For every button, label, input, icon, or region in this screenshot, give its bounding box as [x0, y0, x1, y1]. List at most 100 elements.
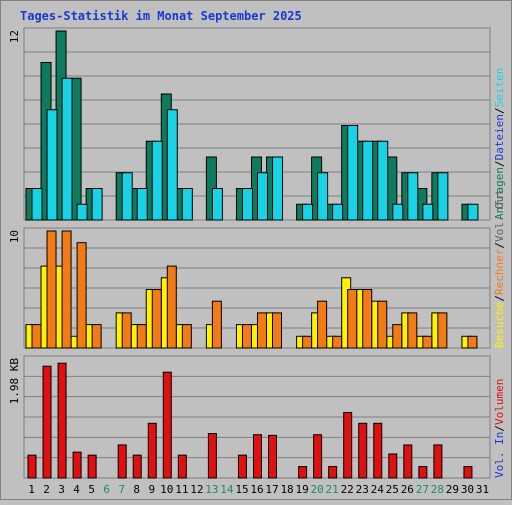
legend-volume: Vol. In/Volumen: [493, 379, 506, 478]
panel-hits: 12: [8, 27, 491, 221]
legend-item-anfragen: Anfragen: [493, 167, 506, 220]
bar-rechner-day-17: [272, 312, 283, 349]
bar-volumen-day-2: [42, 365, 52, 479]
y-tick-label: 1.98 KB: [8, 358, 21, 405]
x-tick-label-day-22: 22: [341, 483, 354, 496]
bar-seiten-day-21: [332, 203, 344, 221]
legend-separator: /: [493, 242, 506, 249]
legend-item-vol-out: Vol. Out: [493, 189, 506, 242]
legend-separator: /: [493, 107, 506, 114]
x-tick-label-day-4: 4: [73, 483, 80, 496]
bar-rechner-day-4: [76, 242, 87, 349]
bar-volumen-day-3: [57, 362, 67, 479]
bar-seiten-day-27: [422, 203, 434, 221]
bar-volumen-day-20: [313, 434, 323, 479]
legend-visits: Besuche/Rechner/Vol. Out: [493, 189, 506, 348]
legend-item-dateien: Dateien: [493, 114, 506, 160]
x-tick-label-day-20: 20: [311, 483, 324, 496]
bar-volumen-day-19: [298, 466, 308, 479]
bar-rechner-day-27: [422, 335, 433, 349]
bar-rechner-day-15: [241, 324, 252, 349]
bar-seiten-day-17: [272, 156, 284, 221]
x-tick-label-day-13: 13: [205, 483, 218, 496]
x-tick-label-day-30: 30: [461, 483, 474, 496]
bar-seiten-day-10: [166, 109, 178, 221]
bar-rechner-day-7: [121, 312, 132, 349]
x-tick-label-day-7: 7: [118, 483, 125, 496]
bar-seiten-day-16: [256, 172, 268, 221]
bar-rechner-day-23: [362, 289, 373, 349]
bar-volumen-day-10: [162, 371, 172, 479]
bar-volumen-day-24: [373, 422, 383, 479]
bar-volumen-day-9: [147, 422, 157, 479]
bar-rechner-day-20: [317, 300, 328, 349]
bar-volumen-day-16: [252, 434, 262, 479]
x-tick-label-day-24: 24: [371, 483, 385, 496]
bar-rechner-day-26: [407, 312, 418, 349]
bar-volumen-day-17: [268, 434, 278, 479]
x-tick-label-day-18: 18: [280, 483, 293, 496]
bar-seiten-day-8: [136, 188, 148, 221]
x-tick-label-day-23: 23: [356, 483, 369, 496]
bar-rechner-day-10: [166, 265, 177, 349]
bar-volumen-day-21: [328, 466, 338, 479]
x-tick-label-day-1: 1: [28, 483, 35, 496]
chart-title: Tages-Statistik im Monat September 2025: [20, 9, 302, 23]
bar-rechner-day-25: [392, 324, 403, 349]
x-tick-label-day-25: 25: [386, 483, 399, 496]
bar-seiten-day-30: [467, 203, 479, 221]
bar-seiten-day-24: [377, 140, 389, 221]
bar-rechner-day-8: [136, 324, 147, 349]
x-tick-label-day-12: 12: [190, 483, 203, 496]
bar-volumen-day-1: [27, 454, 37, 479]
bar-rechner-day-22: [347, 289, 358, 349]
legend-separator: /: [493, 295, 506, 302]
bar-volumen-day-4: [72, 451, 82, 479]
bar-seiten-day-7: [121, 172, 133, 221]
x-tick-label-day-29: 29: [446, 483, 459, 496]
y-tick-label: 12: [8, 30, 21, 43]
legend-item-rechner: Rechner: [493, 248, 506, 295]
legend-hits: Anfragen/Dateien/Seiten: [493, 68, 506, 220]
x-tick-label-day-6: 6: [103, 483, 110, 496]
x-tick-label-day-3: 3: [58, 483, 65, 496]
bar-rechner-day-19: [302, 335, 313, 349]
bar-seiten-day-15: [241, 188, 253, 221]
bar-volumen-day-15: [237, 454, 247, 479]
bar-seiten-day-23: [362, 140, 374, 221]
chart-panels: 12 10 1.98 KB: [8, 27, 491, 479]
bar-volumen-day-5: [87, 454, 97, 479]
bar-volumen-day-27: [418, 466, 428, 479]
bar-seiten-day-19: [302, 203, 314, 221]
bar-volumen-day-8: [132, 454, 142, 479]
x-tick-label-day-26: 26: [401, 483, 414, 496]
panel-visits: 10: [8, 227, 491, 349]
bar-rechner-day-3: [61, 230, 72, 349]
bar-rechner-day-1: [31, 324, 42, 349]
bar-seiten-day-4: [76, 203, 88, 221]
x-tick-label-day-15: 15: [235, 483, 248, 496]
bar-seiten-day-5: [91, 188, 103, 221]
bar-seiten-day-11: [181, 188, 193, 221]
bar-seiten-day-9: [151, 140, 163, 221]
x-tick-label-day-31: 31: [476, 483, 489, 496]
bar-seiten-day-1: [31, 188, 43, 221]
bar-rechner-day-28: [437, 312, 448, 349]
bar-rechner-day-21: [332, 335, 343, 349]
x-axis-labels: 1 2 3 4 5 6 7 8 9 10 11 12 13 14 15 16 17 18 19 20 21 22 23 24 2…: [28, 483, 489, 496]
x-tick-label-day-2: 2: [43, 483, 50, 496]
legend-separator: /: [493, 160, 506, 167]
bar-seiten-day-26: [407, 172, 419, 221]
x-tick-label-day-14: 14: [220, 483, 234, 496]
bar-volumen-day-25: [388, 453, 398, 479]
x-tick-label-day-10: 10: [160, 483, 173, 496]
bar-seiten-day-3: [61, 77, 73, 221]
legend-item-seiten: Seiten: [493, 68, 506, 108]
legend-item-vol-in: Vol. In: [493, 432, 506, 478]
bar-rechner-day-9: [151, 289, 162, 349]
bar-volumen-day-11: [177, 454, 187, 479]
bar-volumen-day-23: [358, 422, 368, 479]
x-tick-label-day-17: 17: [265, 483, 278, 496]
